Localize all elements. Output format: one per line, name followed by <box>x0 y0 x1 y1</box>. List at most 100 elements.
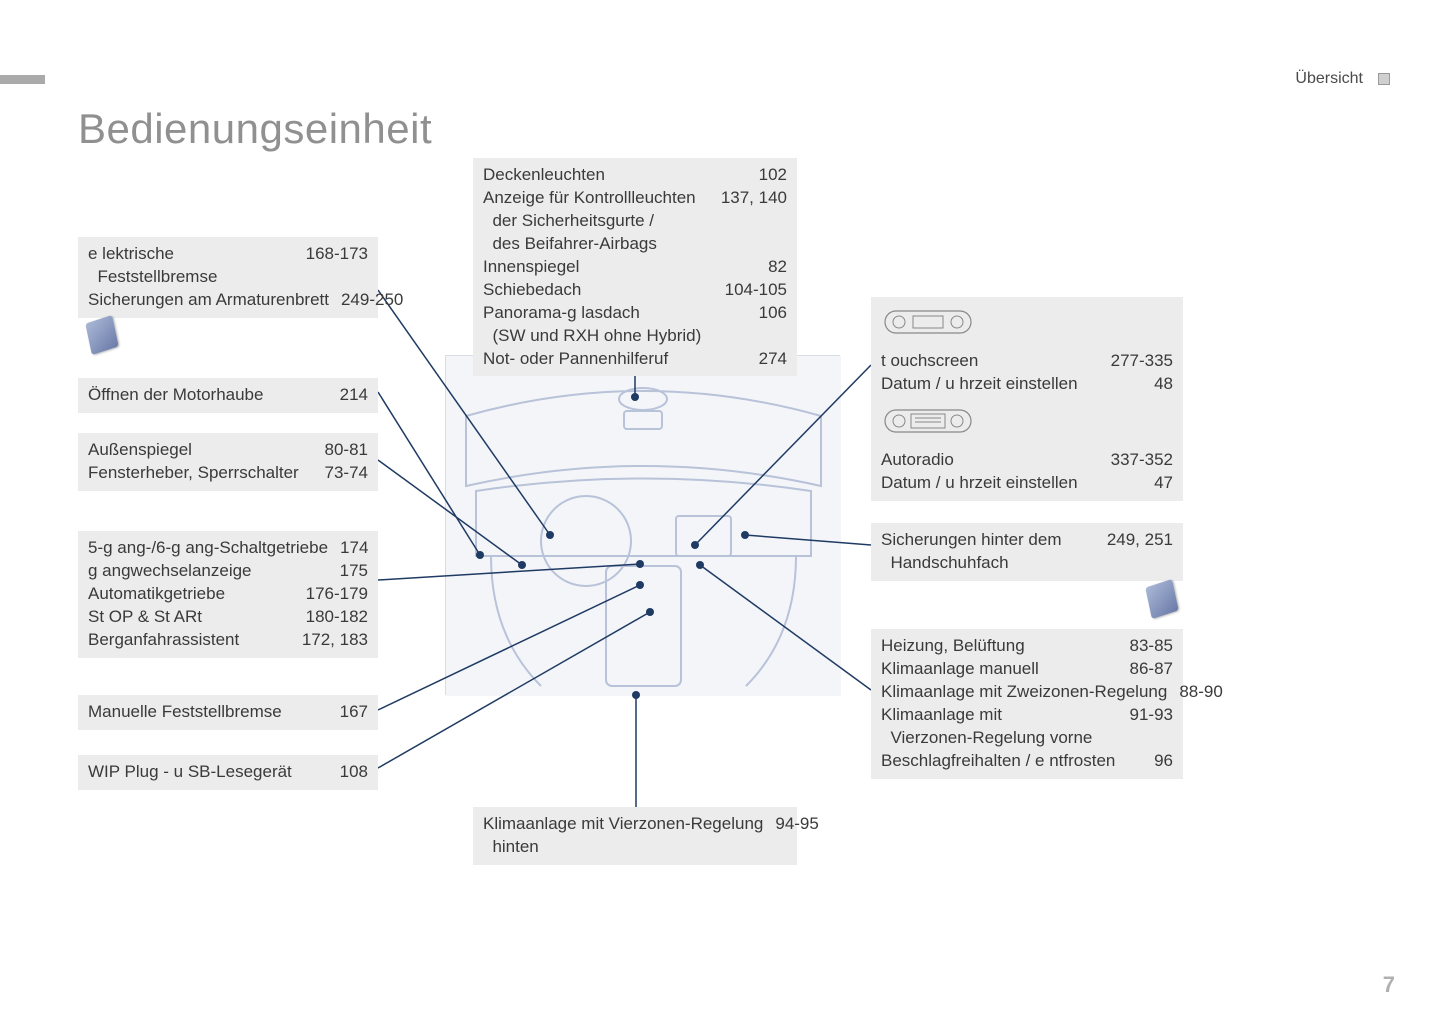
index-row: St OP & St ARt180-182 <box>88 606 368 629</box>
index-row: g angwechselanzeige175 <box>88 560 368 583</box>
index-page-ref: 86-87 <box>1118 658 1173 681</box>
index-row: 5-g ang-/6-g ang-Schaltgetriebe174 <box>88 537 368 560</box>
index-label: Heizung, Belüftung <box>881 635 1118 658</box>
box-bonnet: Öffnen der Motorhaube214 <box>78 378 378 413</box>
index-label: WIP Plug - u SB-Lesegerät <box>88 761 328 784</box>
index-label: Innenspiegel <box>483 256 756 279</box>
index-page-ref: 274 <box>747 348 787 371</box>
box-usb: WIP Plug - u SB-Lesegerät108 <box>78 755 378 790</box>
index-page-ref: 174 <box>328 537 368 560</box>
index-page-ref: 337-352 <box>1099 449 1173 472</box>
index-row: Schiebedach104-105 <box>483 279 787 302</box>
index-page-ref: 137, 140 <box>709 187 787 210</box>
index-row: Sicherungen am Armaturenbrett249-250 <box>88 289 368 312</box>
box-rear-climate: Klimaanlage mit Vierzonen-Regelung hinte… <box>473 807 797 865</box>
index-label: Deckenleuchten <box>483 164 747 187</box>
index-label: Klimaanlage mit Zweizonen-Regelung <box>881 681 1167 704</box>
index-page-ref: 106 <box>747 302 787 325</box>
index-label: St OP & St ARt <box>88 606 294 629</box>
dashboard-diagram <box>445 355 840 695</box>
index-page-ref: 73-74 <box>313 462 368 485</box>
index-label: Autoradio <box>881 449 1099 472</box>
box-parking-brake: e lektrische Feststellbremse168-173Siche… <box>78 237 378 318</box>
index-label: Sicherungen am Armaturenbrett <box>88 289 329 312</box>
header-marker-icon <box>1378 73 1390 85</box>
index-label: Öffnen der Motorhaube <box>88 384 328 407</box>
index-row: Fensterheber, Sperrschalter73-74 <box>88 462 368 485</box>
index-label: t ouchscreen <box>881 350 1099 373</box>
index-label: Manuelle Feststellbremse <box>88 701 328 724</box>
index-page-ref: 172, 183 <box>290 629 368 652</box>
index-page-ref: 91-93 <box>1118 704 1173 727</box>
index-label: Fensterheber, Sperrschalter <box>88 462 313 485</box>
index-page-ref: 96 <box>1142 750 1173 773</box>
index-page-ref: 82 <box>756 256 787 279</box>
index-label: g angwechselanzeige <box>88 560 328 583</box>
index-row: Sicherungen hinter dem Handschuhfach249,… <box>881 529 1173 575</box>
header-section-label: Übersicht <box>1295 70 1363 88</box>
index-label: Klimaanlage manuell <box>881 658 1118 681</box>
index-page-ref: 214 <box>328 384 368 407</box>
box-ceiling-lights: Deckenleuchten102Anzeige für Kontrollleu… <box>473 158 797 376</box>
index-label: Datum / u hrzeit einstellen <box>881 373 1142 396</box>
index-row: Deckenleuchten102 <box>483 164 787 187</box>
index-row: WIP Plug - u SB-Lesegerät108 <box>88 761 368 784</box>
index-page-ref: 94-95 <box>763 813 818 836</box>
index-label: Klimaanlage mit Vierzonen-Regelung vorne <box>881 704 1118 750</box>
index-page-ref: 102 <box>747 164 787 187</box>
index-label: Schiebedach <box>483 279 713 302</box>
index-row: Heizung, Belüftung83-85 <box>881 635 1173 658</box>
page-title: Bedienungseinheit <box>78 105 432 153</box>
index-row: e lektrische Feststellbremse168-173 <box>88 243 368 289</box>
index-label: Automatikgetriebe <box>88 583 294 606</box>
index-label: Anzeige für Kontrollleuchten der Sicherh… <box>483 187 709 256</box>
index-row: Innenspiegel82 <box>483 256 787 279</box>
index-page-ref: 48 <box>1142 373 1173 396</box>
box-mirrors: Außenspiegel80-81Fensterheber, Sperrscha… <box>78 433 378 491</box>
index-page-ref: 277-335 <box>1099 350 1173 373</box>
box-gearbox: 5-g ang-/6-g ang-Schaltgetriebe174g angw… <box>78 531 378 658</box>
index-page-ref: 108 <box>328 761 368 784</box>
index-page-ref: 47 <box>1142 472 1173 495</box>
index-row: Panorama-g lasdach (SW und RXH ohne Hybr… <box>483 302 787 348</box>
index-row: Berganfahrassistent172, 183 <box>88 629 368 652</box>
radio-unit-icon <box>883 406 973 436</box>
index-page-ref: 80-81 <box>313 439 368 462</box>
index-label: 5-g ang-/6-g ang-Schaltgetriebe <box>88 537 328 560</box>
index-label: Berganfahrassistent <box>88 629 290 652</box>
index-page-ref: 168-173 <box>294 243 368 266</box>
index-row: Manuelle Feststellbremse167 <box>88 701 368 724</box>
index-row: Klimaanlage mit Zweizonen-Regelung88-90 <box>881 681 1173 704</box>
index-label: Beschlagfreihalten / e ntfrosten <box>881 750 1142 773</box>
index-label: Datum / u hrzeit einstellen <box>881 472 1142 495</box>
index-label: Panorama-g lasdach (SW und RXH ohne Hybr… <box>483 302 747 348</box>
index-row: Anzeige für Kontrollleuchten der Sicherh… <box>483 187 787 256</box>
fuse-icon-left <box>85 315 118 355</box>
accent-bar <box>0 75 45 84</box>
index-row: Datum / u hrzeit einstellen47 <box>881 472 1173 495</box>
box-glovebox-fuses: Sicherungen hinter dem Handschuhfach249,… <box>871 523 1183 581</box>
index-page-ref: 176-179 <box>294 583 368 606</box>
index-row: Klimaanlage mit Vierzonen-Regelung vorne… <box>881 704 1173 750</box>
index-row: Not- oder Pannenhilferuf274 <box>483 348 787 371</box>
index-page-ref: 249, 251 <box>1095 529 1173 552</box>
index-row: Öffnen der Motorhaube214 <box>88 384 368 407</box>
index-page-ref: 83-85 <box>1118 635 1173 658</box>
index-row: Beschlagfreihalten / e ntfrosten96 <box>881 750 1173 773</box>
index-row: t ouchscreen277-335 <box>881 350 1173 373</box>
index-label: Not- oder Pannenhilferuf <box>483 348 747 371</box>
index-page-ref: 167 <box>328 701 368 724</box>
index-page-ref: 104-105 <box>713 279 787 302</box>
index-page-ref: 249-250 <box>329 289 403 312</box>
index-row: Datum / u hrzeit einstellen48 <box>881 373 1173 396</box>
index-page-ref: 175 <box>328 560 368 583</box>
index-row: Autoradio337-352 <box>881 449 1173 472</box>
index-label: Klimaanlage mit Vierzonen-Regelung hinte… <box>483 813 763 859</box>
index-page-ref: 88-90 <box>1167 681 1222 704</box>
page-number: 7 <box>1383 972 1395 998</box>
touchscreen-unit-icon <box>883 307 973 337</box>
box-touchscreen: t ouchscreen277-335Datum / u hrzeit eins… <box>871 297 1183 501</box>
box-climate: Heizung, Belüftung83-85Klimaanlage manue… <box>871 629 1183 779</box>
index-row: Klimaanlage mit Vierzonen-Regelung hinte… <box>483 813 787 859</box>
index-label: Außenspiegel <box>88 439 313 462</box>
